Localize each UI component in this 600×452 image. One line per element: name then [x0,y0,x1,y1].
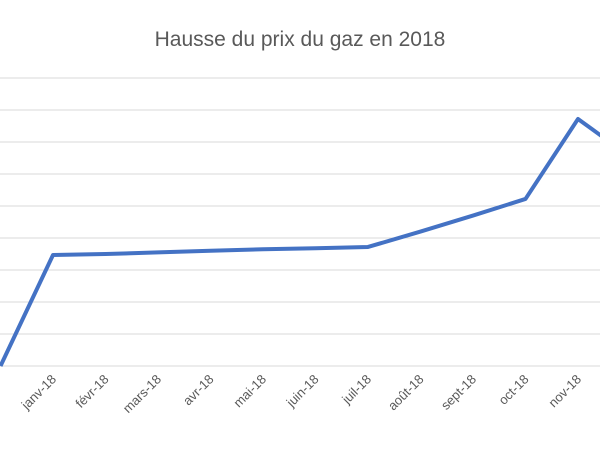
x-tick-label: juil-18 [338,372,374,408]
x-tick-label: mars-18 [120,372,164,416]
x-tick-label: mai-18 [230,372,269,411]
x-tick-label: nov-18 [545,372,584,411]
x-tick-label: août-18 [385,372,427,414]
chart-title: Hausse du prix du gaz en 2018 [155,28,446,51]
x-tick-label: sept-18 [438,372,479,413]
x-tick-label: juin-18 [283,372,322,411]
x-tick-label: janv-18 [18,372,59,413]
series-line [0,116,600,367]
x-tick-label: avr-18 [180,372,217,409]
x-tick-label: oct-18 [495,372,531,408]
x-tick-label: févr-18 [72,372,111,411]
